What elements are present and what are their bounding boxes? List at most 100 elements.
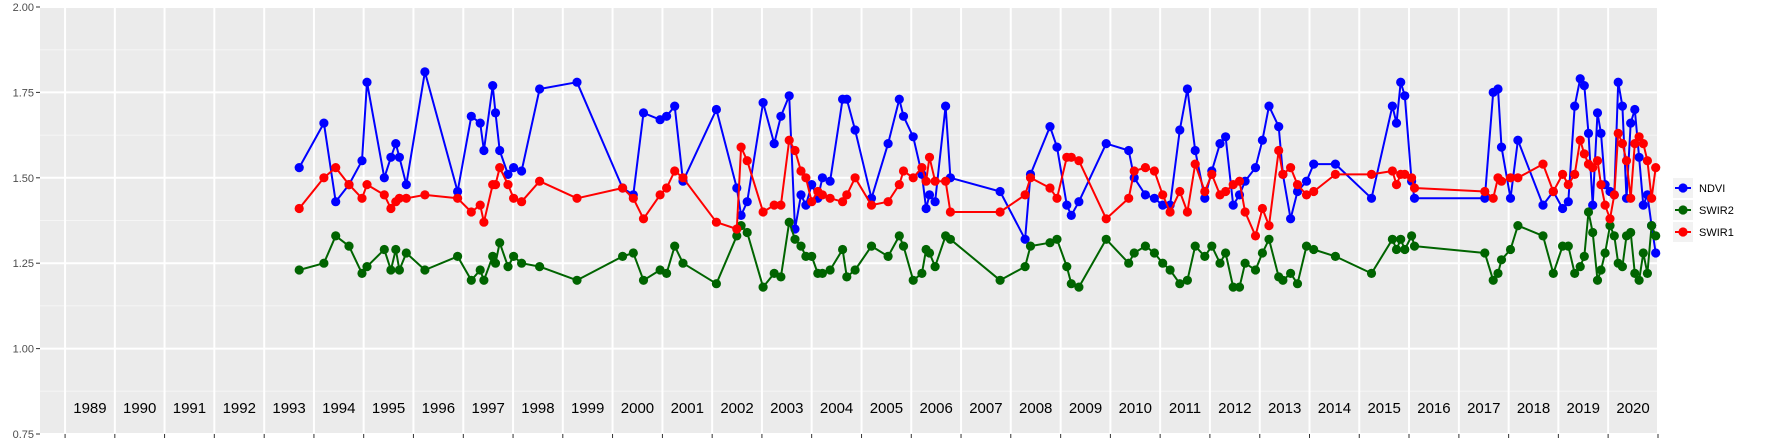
data-point	[1400, 91, 1410, 101]
data-point	[1020, 190, 1030, 200]
data-point	[1366, 169, 1377, 179]
year-label: 1997	[471, 400, 504, 417]
data-point	[1045, 122, 1055, 132]
year-label: 2013	[1268, 400, 1301, 417]
legend-key-ndvi	[1673, 178, 1693, 198]
data-point	[1538, 200, 1548, 210]
year-label: 2000	[621, 400, 654, 417]
data-point	[1596, 180, 1606, 190]
data-point	[1215, 139, 1225, 149]
data-point	[386, 152, 396, 162]
data-point	[1505, 173, 1516, 183]
data-point	[945, 207, 956, 217]
data-point	[475, 265, 485, 275]
data-point	[917, 163, 927, 173]
data-point	[1182, 275, 1192, 285]
data-point	[1588, 200, 1598, 210]
data-point	[883, 197, 893, 207]
data-point	[1149, 166, 1159, 176]
data-point	[1592, 156, 1603, 166]
data-point	[503, 262, 513, 272]
data-point	[769, 200, 779, 210]
data-point	[807, 180, 817, 190]
data-point	[1158, 190, 1168, 200]
data-point	[386, 265, 396, 275]
data-point	[1407, 231, 1417, 241]
data-point	[1391, 244, 1402, 255]
series-swir2	[294, 207, 1661, 292]
data-point	[1588, 227, 1598, 238]
data-point	[1496, 176, 1507, 186]
year-label: 1993	[272, 400, 305, 417]
data-point	[894, 94, 904, 104]
data-point	[842, 272, 852, 282]
data-point	[1234, 176, 1245, 186]
data-point	[1647, 193, 1657, 203]
data-point	[1387, 234, 1397, 244]
data-point	[466, 111, 476, 121]
data-point	[1264, 221, 1274, 231]
data-point	[1234, 282, 1245, 292]
year-label: 2005	[870, 400, 903, 417]
data-point	[1292, 186, 1303, 197]
data-point	[817, 268, 828, 278]
data-point	[742, 156, 752, 166]
data-point	[758, 282, 768, 292]
legend-key-point	[1678, 183, 1688, 193]
data-point	[517, 166, 527, 176]
data-point	[1548, 268, 1558, 278]
data-point	[790, 145, 800, 156]
data-point	[1409, 193, 1420, 203]
data-point	[1274, 122, 1284, 132]
data-point	[1538, 159, 1548, 169]
data-point	[1396, 234, 1406, 244]
data-point	[1221, 132, 1231, 142]
data-point	[1609, 190, 1619, 200]
data-point	[1240, 258, 1250, 268]
y-tick-label: 1.25	[13, 258, 34, 270]
data-point	[1396, 77, 1406, 87]
data-point	[1066, 152, 1076, 162]
data-point	[1575, 262, 1585, 272]
data-point	[1309, 244, 1319, 255]
year-label: 2006	[919, 400, 952, 417]
year-label: 2012	[1218, 400, 1251, 417]
series-swir1	[294, 128, 1661, 241]
data-point	[401, 180, 411, 190]
data-point	[908, 132, 918, 142]
data-point	[790, 234, 800, 244]
year-label: 2017	[1467, 400, 1500, 417]
data-point	[1596, 265, 1606, 275]
data-point	[1513, 221, 1523, 231]
data-point	[1066, 210, 1076, 220]
data-point	[394, 265, 404, 275]
data-point	[1600, 200, 1610, 210]
data-point	[1621, 156, 1632, 166]
data-point	[490, 258, 501, 268]
year-label: 2009	[1069, 400, 1102, 417]
data-point	[517, 197, 527, 207]
data-point	[331, 163, 341, 173]
data-point	[801, 173, 811, 183]
year-label: 2001	[671, 400, 704, 417]
year-label: 2019	[1567, 400, 1600, 417]
data-point	[995, 207, 1005, 217]
data-point	[1330, 251, 1340, 261]
data-point	[344, 180, 354, 190]
year-label: 2010	[1119, 400, 1152, 417]
data-point	[1309, 186, 1319, 197]
data-point	[842, 94, 852, 104]
legend-key-point	[1678, 227, 1688, 237]
data-point	[825, 176, 835, 186]
data-point	[1400, 244, 1410, 255]
data-point	[362, 180, 372, 190]
year-label: 1990	[123, 400, 156, 417]
data-point	[1101, 234, 1111, 244]
year-label: 2016	[1417, 400, 1450, 417]
data-point	[1190, 145, 1200, 156]
data-point	[535, 84, 545, 94]
data-point	[1264, 101, 1274, 111]
data-point	[883, 251, 893, 261]
data-point	[394, 152, 404, 162]
